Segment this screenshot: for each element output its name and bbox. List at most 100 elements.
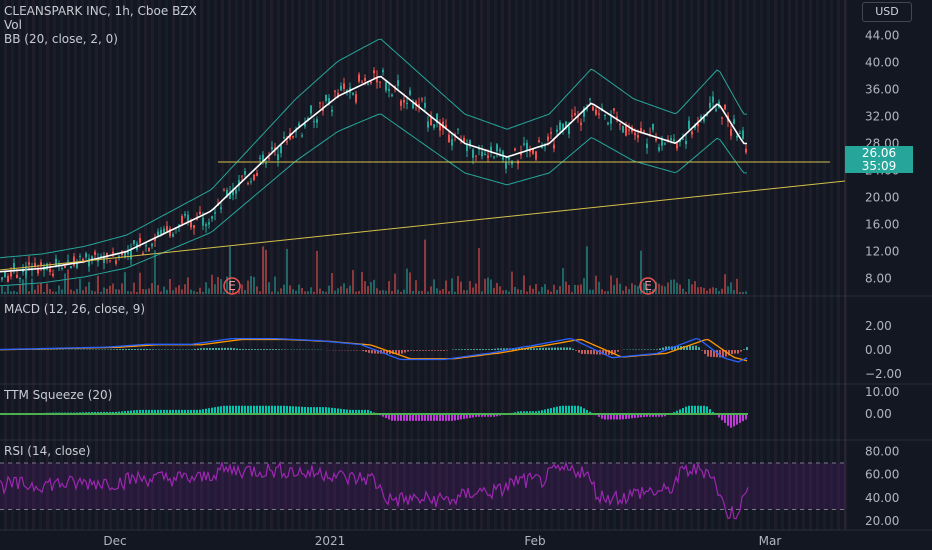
volume-bar — [592, 289, 594, 294]
macd-histogram-bar — [710, 350, 712, 357]
candle — [70, 266, 72, 268]
macd-histogram-bar — [122, 349, 124, 350]
candle — [433, 124, 435, 128]
session-stripe — [620, 0, 623, 530]
macd-histogram-bar — [281, 349, 283, 350]
candle — [244, 170, 246, 175]
ttm-histogram-bar — [190, 409, 192, 414]
macd-histogram-bar — [371, 350, 373, 354]
ttm-histogram-bar — [130, 410, 132, 414]
ttm-histogram-bar — [253, 405, 255, 414]
candle — [151, 243, 153, 246]
candle — [697, 123, 699, 127]
candle — [469, 140, 471, 145]
candle — [709, 102, 711, 108]
candle — [61, 267, 63, 269]
ttm-histogram-bar — [109, 411, 111, 414]
volume-bar — [61, 289, 63, 294]
macd-histogram-bar — [548, 347, 550, 350]
macd-histogram-bar — [260, 349, 262, 350]
session-stripe — [256, 0, 259, 530]
macd-histogram-bar — [686, 345, 688, 350]
volume-bar — [376, 288, 378, 294]
session-stripe — [809, 0, 812, 530]
price-tick-label: 32.00 — [865, 110, 899, 124]
candle — [148, 248, 150, 252]
candle — [490, 146, 492, 153]
ttm-histogram-bar — [328, 407, 330, 414]
candle — [661, 138, 663, 146]
volume-bar — [580, 284, 582, 294]
macd-histogram-bar — [395, 350, 397, 355]
candle — [220, 207, 222, 210]
candle — [739, 132, 741, 134]
candle — [46, 263, 48, 270]
ttm-histogram-bar — [97, 411, 99, 414]
volume-bar — [124, 272, 126, 294]
ttm-histogram-bar — [442, 414, 444, 421]
candle — [100, 256, 102, 258]
session-stripe — [550, 0, 553, 530]
session-stripe — [340, 0, 343, 530]
volume-bar — [559, 286, 561, 294]
candle — [493, 156, 495, 158]
volume-bar — [418, 290, 420, 294]
rsi-tick-label: 20.00 — [865, 514, 899, 528]
macd-tick-label: 2.00 — [865, 319, 892, 333]
ttm-histogram-bar — [481, 414, 483, 417]
ttm-histogram-bar — [703, 405, 705, 414]
session-stripe — [270, 0, 273, 530]
candle — [253, 174, 255, 181]
candle — [646, 143, 648, 149]
volume-bar — [298, 284, 300, 294]
ttm-histogram-bar — [154, 409, 156, 414]
ttm-histogram-bar — [496, 414, 498, 417]
session-stripe — [172, 0, 175, 530]
volume-bar — [220, 279, 222, 294]
candle — [445, 124, 447, 129]
volume-bar — [337, 288, 339, 294]
macd-histogram-bar — [563, 347, 565, 350]
ttm-histogram-bar — [706, 406, 708, 414]
candle — [307, 117, 309, 121]
ttm-histogram-bar — [448, 414, 450, 421]
macd-histogram-bar — [278, 349, 280, 350]
volume-bar — [613, 285, 615, 294]
candle — [643, 130, 645, 132]
volume-bar — [343, 283, 345, 294]
ttm-histogram-bar — [559, 406, 561, 414]
volume-bar — [325, 291, 327, 294]
macd-histogram-bar — [719, 350, 721, 358]
candle — [169, 228, 171, 237]
volume-bar — [43, 291, 45, 294]
candle — [676, 143, 678, 149]
ttm-histogram-bar — [454, 414, 456, 421]
volume-bar — [604, 291, 606, 294]
ttm-histogram-bar — [157, 409, 159, 414]
candle — [124, 251, 126, 258]
ttm-histogram-bar — [484, 414, 486, 417]
macd-histogram-bar — [530, 348, 532, 350]
candle — [613, 108, 615, 111]
candle — [190, 221, 192, 228]
session-stripe — [375, 0, 378, 530]
candle — [523, 143, 525, 145]
candle — [142, 253, 144, 255]
candle — [418, 103, 420, 107]
candle — [406, 103, 408, 105]
session-stripe — [662, 0, 665, 530]
volume-bar — [319, 288, 321, 294]
ttm-histogram-bar — [310, 407, 312, 414]
macd-histogram-bar — [617, 350, 619, 352]
candle — [355, 94, 357, 103]
macd-histogram-bar — [110, 349, 112, 350]
candle — [340, 85, 342, 91]
candle — [511, 160, 513, 165]
currency-button[interactable]: USD — [862, 2, 912, 22]
volume-bar — [415, 280, 417, 294]
ttm-histogram-bar — [262, 405, 264, 414]
volume-bar — [661, 285, 663, 294]
volume-bar — [628, 289, 630, 294]
